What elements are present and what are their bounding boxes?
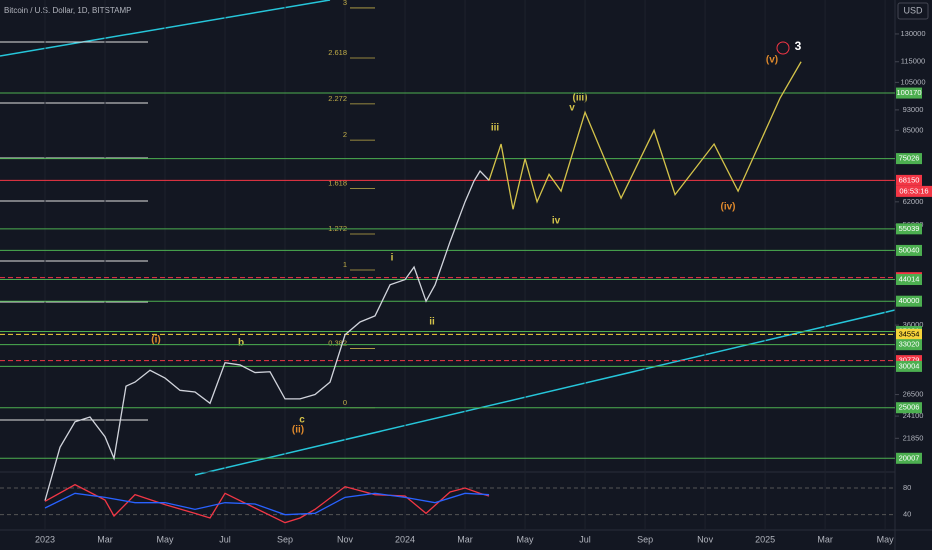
level-label-box	[896, 355, 922, 367]
level-label-box	[896, 153, 922, 165]
level-label-box	[896, 402, 922, 414]
wave-label: i	[391, 253, 394, 264]
x-tick-label: Jul	[579, 534, 591, 544]
trend-line	[194, 309, 896, 476]
x-tick-label: 2024	[395, 534, 415, 544]
level-label-box	[896, 274, 922, 286]
fib-label: 2	[343, 130, 347, 139]
rsi-line	[44, 492, 490, 516]
level-label-box	[896, 328, 922, 340]
wave-label: (ii)	[292, 425, 304, 436]
x-tick-label: May	[517, 534, 535, 544]
wave-circle	[776, 41, 790, 55]
currency-box[interactable]	[897, 2, 929, 20]
rsi-line	[44, 483, 490, 524]
wave-label: b	[238, 338, 244, 349]
past-levels	[0, 41, 148, 421]
x-tick-label: 2025	[755, 534, 775, 544]
x-tick-label: Jul	[219, 534, 231, 544]
y-tick-label: 21850	[903, 433, 924, 442]
x-tick-label: 2023	[35, 534, 55, 544]
wave-label: (iv)	[721, 202, 736, 213]
wave-label: (i)	[151, 335, 160, 346]
fib-label: 2.272	[328, 94, 347, 103]
level-label: 68150	[899, 175, 920, 184]
fib-label: 1	[343, 260, 347, 269]
countdown: 06:53:16	[899, 186, 928, 195]
x-tick-label: May	[157, 534, 175, 544]
x-tick-label: Mar	[457, 534, 473, 544]
level-label-box	[896, 244, 922, 256]
countdown-box	[896, 185, 932, 197]
wave-label: (v)	[766, 55, 778, 66]
level-label: 44014	[899, 275, 920, 284]
level-label: 25006	[899, 403, 920, 412]
y-tick-label: 85000	[903, 125, 924, 134]
y-tick-label: 130000	[900, 29, 925, 38]
level-label-box	[896, 174, 922, 186]
level-label: 34554	[899, 329, 920, 338]
x-tick-label: Mar	[817, 534, 833, 544]
price-line	[488, 61, 802, 210]
x-tick-label: Sep	[637, 534, 653, 544]
level-label: 100170	[896, 88, 921, 97]
level-label: 30004	[899, 361, 920, 370]
fib-label: 3	[343, 0, 347, 7]
y-tick-label: 62000	[903, 197, 924, 206]
y-tick-label: 105000	[900, 77, 925, 86]
y-tick-label: 24100	[903, 411, 924, 420]
wave-label: iii	[491, 123, 500, 134]
level-label: 20007	[899, 453, 920, 462]
level-label-box	[896, 295, 922, 307]
wave-label: 3	[795, 39, 802, 53]
level-label: 50040	[899, 245, 920, 254]
wave-label: c	[299, 415, 305, 426]
rsi-tick-label: 40	[903, 510, 911, 519]
fib-label: 2.618	[328, 48, 347, 57]
fib-label: 1.618	[328, 178, 347, 187]
wave-label: v	[569, 103, 575, 114]
currency: USD	[903, 5, 923, 15]
x-tick-label: Nov	[337, 534, 354, 544]
level-label-box	[896, 87, 922, 99]
y-tick-label: 115000	[901, 57, 925, 66]
x-tick-label: Mar	[97, 534, 113, 544]
level-label-box	[896, 452, 922, 464]
wave-label: (iii)	[573, 93, 588, 104]
level-label-box	[896, 223, 922, 235]
y-tick-label: 36000	[903, 320, 924, 329]
level-label: 55039	[899, 224, 920, 233]
price-line	[44, 170, 490, 501]
rsi-tick-label: 80	[903, 483, 911, 492]
level-label: 33020	[899, 340, 920, 349]
fib-label: 0.382	[328, 339, 347, 348]
level-label: 75026	[899, 154, 920, 163]
chart-title: Bitcoin / U.S. Dollar, 1D, BITSTAMP	[4, 6, 131, 15]
x-tick-label: Sep	[277, 534, 293, 544]
x-tick-label: Nov	[697, 534, 714, 544]
fib-label: 0	[343, 398, 347, 407]
level-label: 40000	[899, 296, 920, 305]
y-tick-label: 93000	[903, 105, 924, 114]
level-label-box	[896, 360, 922, 372]
y-tick-label: 26500	[903, 390, 924, 399]
wave-label: ii	[429, 317, 435, 328]
level-label: 30779	[899, 356, 920, 365]
wave-label: iv	[552, 216, 561, 227]
x-tick-label: May	[877, 534, 895, 544]
level-label-box	[896, 339, 922, 351]
